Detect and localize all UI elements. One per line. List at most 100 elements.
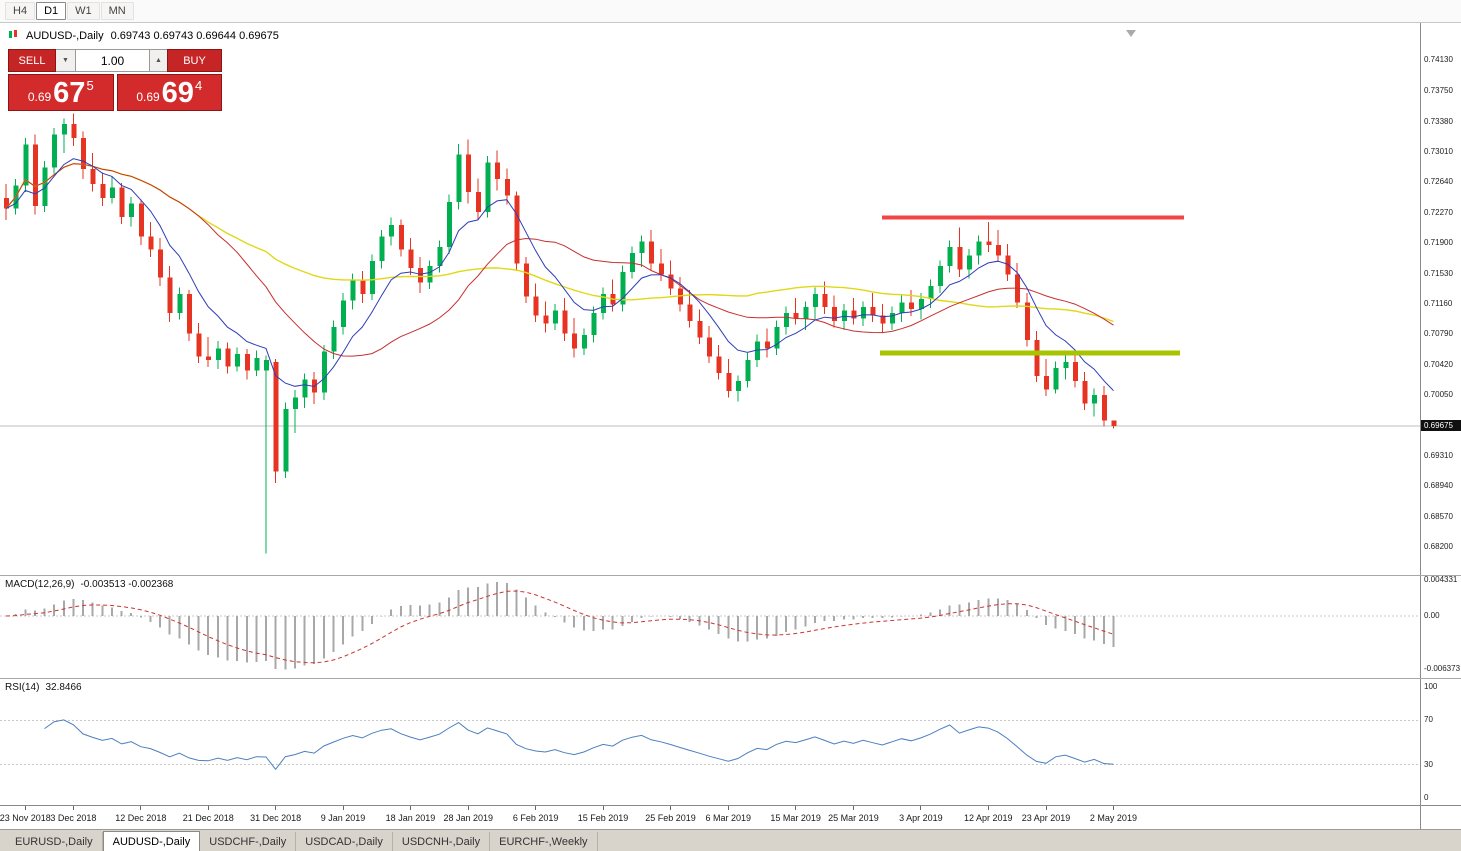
price-scale-label: 0.70050	[1424, 390, 1453, 400]
date-label: 12 Apr 2019	[963, 813, 1013, 823]
chart-tab-usdchf-daily[interactable]: USDCHF-,Daily	[200, 832, 297, 851]
date-label: 15 Mar 2019	[770, 813, 821, 823]
time-tick	[852, 806, 854, 810]
date-label: 31 Dec 2018	[250, 813, 302, 823]
candles-layer	[4, 113, 1117, 554]
chart-title: AUDUSD-,Daily 0.69743 0.69743 0.69644 0.…	[8, 29, 279, 43]
time-tick	[535, 806, 537, 810]
chart-tab-usdcad-daily[interactable]: USDCAD-,Daily	[296, 832, 393, 851]
chart-icon	[8, 29, 19, 43]
main-chart-panel[interactable]: AUDUSD-,Daily 0.69743 0.69743 0.69644 0.…	[0, 23, 1461, 575]
chart-tab-audusd-daily[interactable]: AUDUSD-,Daily	[102, 831, 201, 851]
bid-price-pip: 5	[86, 78, 94, 93]
time-tick	[987, 806, 989, 810]
ma-20-line	[5, 163, 1114, 357]
ask-price-prefix: 0.69	[136, 90, 160, 104]
time-axis-corner	[1420, 806, 1461, 829]
macd-panel[interactable]: MACD(12,26,9) -0.003513 -0.002368 0.0043…	[0, 575, 1461, 678]
timeframe-toolbar: H4 D1 W1 MN	[0, 0, 1461, 23]
macd-plot[interactable]	[0, 576, 1420, 679]
current-price-badge: 0.69675	[1421, 419, 1461, 431]
price-scale-label: 0.71900	[1424, 238, 1453, 248]
buy-button[interactable]: BUY	[167, 49, 222, 72]
date-label: 28 Jan 2019	[443, 813, 494, 823]
time-tick	[72, 806, 74, 810]
chart-shift-icon[interactable]	[1126, 30, 1136, 37]
date-label: 2 May 2019	[1089, 813, 1137, 823]
chart-tab-eurusd-daily[interactable]: EURUSD-,Daily	[6, 832, 103, 851]
chart-tab-usdcnh-daily[interactable]: USDCNH-,Daily	[393, 832, 491, 851]
chevron-up-icon: ▲	[155, 57, 162, 64]
rsi-line	[44, 719, 1114, 771]
macd-name: MACD(12,26,9)	[5, 579, 75, 590]
volume-spinner[interactable]: ▲	[150, 49, 167, 72]
price-scale-label: 0.74130	[1424, 55, 1453, 64]
macd-values: -0.003513 -0.002368	[80, 579, 174, 590]
date-label: 18 Jan 2019	[385, 813, 436, 823]
bid-price-prefix: 0.69	[27, 90, 52, 104]
order-type-dropdown[interactable]: ▼	[56, 49, 76, 72]
ma-8-line	[5, 158, 1114, 391]
macd-scale-label: -0.006373	[1424, 664, 1461, 673]
time-tick	[275, 806, 277, 810]
timeframe-tab-d1[interactable]: D1	[36, 2, 67, 20]
ask-price-pip: 4	[194, 78, 203, 93]
rsi-label: RSI(14) 32.8466	[5, 682, 82, 693]
rsi-scale-label: 100	[1424, 682, 1438, 691]
chart-tab-eurchf-weekly[interactable]: EURCHF-,Weekly	[490, 832, 598, 851]
rsi-plot[interactable]	[0, 679, 1420, 806]
time-tick	[24, 806, 26, 810]
time-tick	[1045, 806, 1047, 810]
time-tick	[342, 806, 344, 810]
price-scale-label: 0.69310	[1424, 450, 1453, 460]
date-label: 12 Dec 2018	[115, 813, 167, 823]
rsi-scale-label: 0	[1424, 793, 1429, 802]
macd-scale-label: 0.00	[1424, 611, 1440, 620]
price-scale-label: 0.70790	[1424, 329, 1453, 339]
rsi-scale-label: 30	[1424, 759, 1433, 769]
date-label: 6 Feb 2019	[512, 813, 559, 823]
date-label: 3 Dec 2018	[50, 813, 97, 823]
bid-price-main: 67	[53, 77, 86, 109]
time-tick	[207, 806, 209, 810]
rsi-name: RSI(14)	[5, 682, 40, 693]
time-tick	[602, 806, 604, 810]
one-click-trading-panel: SELL ▼ ▲ BUY 0.69 67 5 0.69 69 4	[8, 49, 222, 111]
macd-scale: 0.004331 0.00 -0.006373	[1420, 575, 1461, 678]
price-scale-label: 0.71530	[1424, 268, 1453, 278]
timeframe-tab-h4[interactable]: H4	[5, 2, 36, 20]
chart-symbol-label: AUDUSD-,Daily	[26, 30, 104, 42]
time-tick	[727, 806, 729, 810]
price-scale-label: 0.68570	[1424, 511, 1453, 521]
chevron-down-icon: ▼	[62, 57, 69, 64]
rsi-value: 32.8466	[45, 682, 82, 693]
price-scale[interactable]: 0.69675 0.74130 0.73750 0.73380 0.73010 0.72…	[1420, 23, 1461, 575]
price-scale-label: 0.73380	[1424, 116, 1453, 126]
timeframe-tab-mn[interactable]: MN	[100, 2, 134, 20]
rsi-panel[interactable]: RSI(14) 32.8466 100 70 30 0	[0, 678, 1461, 805]
time-tick	[1112, 806, 1114, 810]
volume-input[interactable]	[76, 49, 150, 72]
macd-signal-line	[5, 590, 1114, 664]
macd-scale-label: 0.004331	[1424, 575, 1458, 584]
price-scale-label: 0.73750	[1424, 86, 1453, 96]
price-scale-label: 0.70420	[1424, 359, 1453, 369]
sell-button[interactable]: SELL	[8, 49, 56, 72]
bid-price[interactable]: 0.69 67 5	[8, 74, 114, 111]
chart-ohlc-values: 0.69743 0.69743 0.69644 0.69675	[110, 30, 279, 42]
time-axis[interactable]: 23 Nov 2018 3 Dec 2018 12 Dec 2018 21 Dec 2…	[0, 805, 1461, 829]
date-label: 15 Feb 2019	[577, 813, 629, 823]
price-chart-plot[interactable]	[0, 23, 1420, 575]
price-scale-label: 0.72640	[1424, 177, 1453, 187]
ask-price[interactable]: 0.69 69 4	[116, 74, 222, 111]
timeframe-tab-w1[interactable]: W1	[67, 2, 100, 20]
date-label: 9 Jan 2019	[320, 813, 366, 823]
time-tick	[467, 806, 469, 810]
macd-histogram	[14, 582, 1115, 670]
price-scale-label: 0.73010	[1424, 146, 1453, 156]
date-label: 3 Apr 2019	[899, 813, 943, 823]
date-label: 21 Dec 2018	[182, 813, 234, 823]
price-scale-label: 0.71160	[1424, 298, 1453, 308]
time-tick	[140, 806, 142, 810]
